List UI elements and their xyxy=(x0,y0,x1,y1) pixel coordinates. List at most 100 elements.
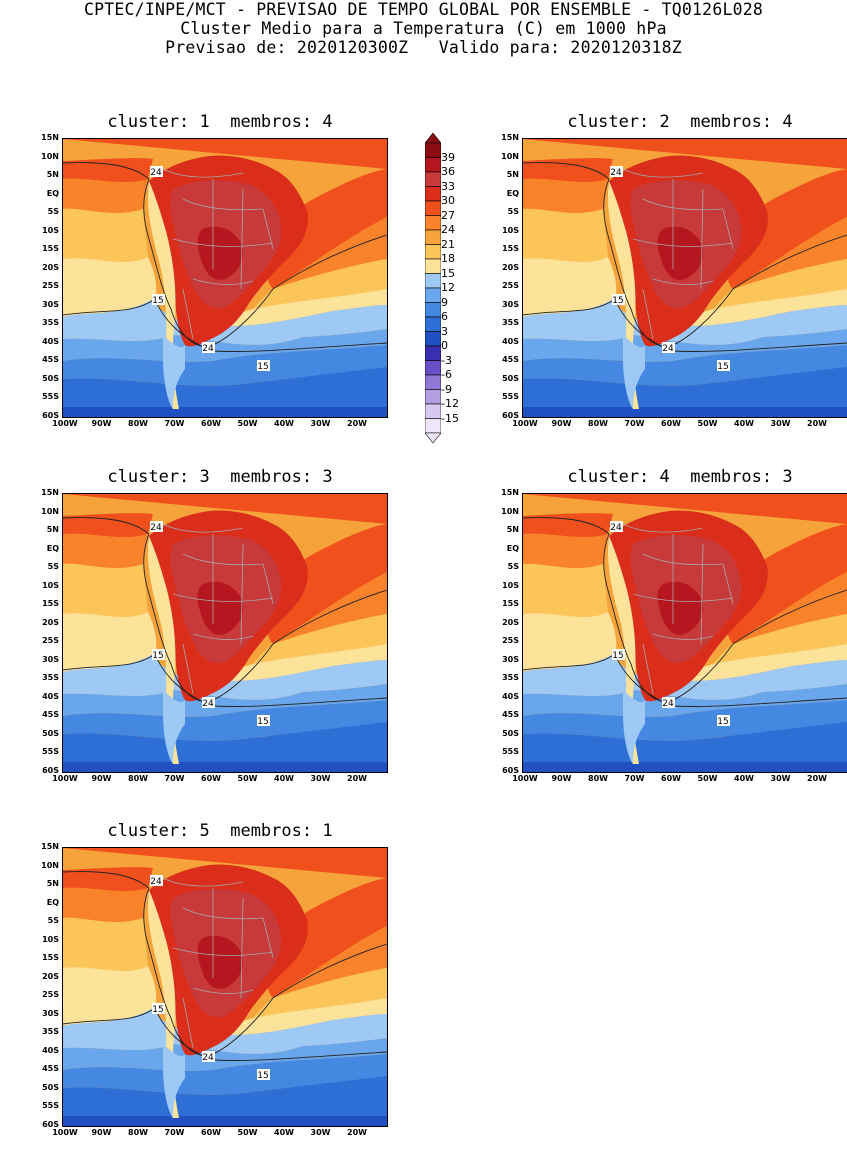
longitude-label: 80W xyxy=(128,419,148,428)
colorbar-bottom-arrow xyxy=(424,432,442,444)
colorbar-level-label: 27 xyxy=(441,208,455,222)
latitude-label: 55S xyxy=(42,747,59,757)
longitude-label: 60W xyxy=(661,774,681,783)
country-border xyxy=(722,563,734,605)
latitude-label: 30S xyxy=(502,299,519,309)
land-core xyxy=(657,581,704,635)
colorbar-swatch xyxy=(424,331,442,347)
country-border xyxy=(700,188,704,290)
longitude-label: 70W xyxy=(164,1128,185,1137)
band-amber xyxy=(523,533,847,644)
country-border xyxy=(172,238,274,247)
svg-text:15: 15 xyxy=(717,362,728,372)
country-border xyxy=(192,633,254,640)
contour-label: 15 xyxy=(717,715,730,727)
contour-label: 15 xyxy=(152,649,165,661)
latitude-label: 30S xyxy=(42,1008,59,1018)
colorbar-level-label: 30 xyxy=(441,194,455,207)
longitude-label: 30W xyxy=(770,774,791,783)
contour-line xyxy=(523,653,847,707)
band-blue xyxy=(523,329,847,362)
band-pale xyxy=(523,257,847,326)
latitude-label: 25S xyxy=(502,636,519,646)
longitude-label: 100W xyxy=(52,1128,78,1137)
country-border xyxy=(182,907,264,920)
contour-line xyxy=(63,298,387,352)
map-svg: 24 15 24 15 xyxy=(523,494,847,772)
latitude-label: 20S xyxy=(42,262,59,272)
contour-line xyxy=(143,178,206,348)
svg-text:15: 15 xyxy=(257,1071,268,1081)
latitude-label: 45S xyxy=(42,355,59,365)
band-pale xyxy=(63,966,387,1035)
longitude-label: 80W xyxy=(588,774,608,783)
contour-label: 15 xyxy=(152,1003,165,1015)
latitude-label: 40S xyxy=(42,1045,59,1055)
band-lightblue xyxy=(63,1008,387,1054)
longitude-label: 80W xyxy=(128,1128,148,1137)
country-border xyxy=(652,633,714,640)
latitude-label: 35S xyxy=(502,673,519,683)
longitude-label: 60W xyxy=(661,419,681,428)
band-navy xyxy=(63,1116,387,1126)
latitude-label: 25S xyxy=(42,990,59,1000)
contour-line xyxy=(664,589,847,703)
colorbar-swatch xyxy=(424,142,442,158)
latitude-label: 15S xyxy=(502,599,519,609)
colorbar-level-label: 6 xyxy=(441,310,448,323)
country-border xyxy=(182,643,194,695)
colorbar-level-label: 9 xyxy=(441,295,448,309)
contour-label: 24 xyxy=(202,697,215,709)
band-pale xyxy=(523,612,847,681)
country-border xyxy=(182,553,264,566)
contour-label: 24 xyxy=(202,1051,215,1063)
band-lightblue xyxy=(523,299,847,345)
longitude-label: 100W xyxy=(52,419,78,428)
latitude-label: 20S xyxy=(42,617,59,627)
contour-label: 24 xyxy=(610,521,623,533)
latitude-label: 35S xyxy=(42,1027,59,1037)
longitude-label: 60W xyxy=(201,774,221,783)
latitude-label: 10N xyxy=(41,151,59,161)
contour-label: 15 xyxy=(152,294,165,306)
latitude-label: EQ xyxy=(46,897,59,907)
contour-label: 24 xyxy=(150,521,163,533)
contour-line xyxy=(63,653,387,707)
band-yellow xyxy=(63,917,387,1018)
country-border xyxy=(262,917,274,959)
longitude-label: 90W xyxy=(91,774,112,783)
latitude-label: 60S xyxy=(502,411,519,420)
colorbar-swatch xyxy=(424,200,442,216)
land-core xyxy=(197,226,244,280)
country-border xyxy=(240,897,244,999)
longitude-label: 70W xyxy=(164,774,185,783)
band-orange xyxy=(63,494,387,644)
latitude-label: 15S xyxy=(42,244,59,254)
band-amber xyxy=(63,887,387,998)
colorbar-level-label: 15 xyxy=(441,266,455,280)
band-midblue xyxy=(63,1054,387,1095)
svg-text:24: 24 xyxy=(150,523,162,533)
country-border xyxy=(632,593,734,602)
country-border xyxy=(262,208,274,250)
patagonia-cool xyxy=(163,1044,185,1118)
contour-line xyxy=(664,234,847,348)
colorbar-level-label: -3 xyxy=(441,353,452,367)
band-amber xyxy=(63,533,387,644)
land-core xyxy=(657,226,704,280)
longitude-label: 90W xyxy=(91,419,112,428)
svg-text:24: 24 xyxy=(202,699,214,709)
colorbar-swatch xyxy=(424,360,442,376)
svg-text:24: 24 xyxy=(202,344,214,354)
contour-line xyxy=(603,178,666,348)
latitude-label: 40S xyxy=(502,336,519,346)
svg-text:24: 24 xyxy=(662,699,674,709)
latitude-label: 25S xyxy=(502,281,519,291)
band-yellow xyxy=(523,208,847,309)
longitude-label: 30W xyxy=(770,419,791,428)
band-amber xyxy=(63,178,387,289)
colorbar-level-label: 12 xyxy=(441,281,455,294)
longitude-label: 50W xyxy=(697,774,718,783)
longitude-label: 40W xyxy=(734,774,754,783)
latitude-label: 30S xyxy=(502,654,519,664)
